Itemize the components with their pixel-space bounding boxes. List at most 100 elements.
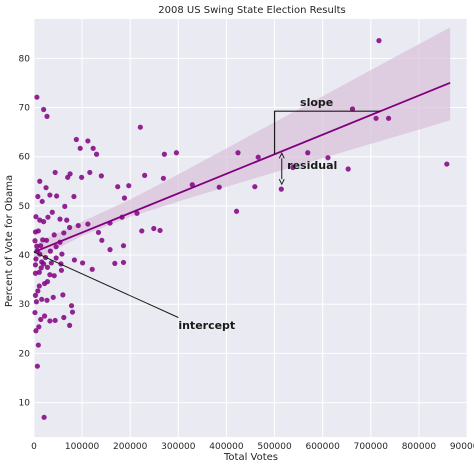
x-tick-label: 0 [31,442,37,452]
data-point [349,106,356,112]
x-tick-label: 300000 [161,442,196,452]
data-point [41,106,47,113]
x-tick-label: 400000 [209,442,244,452]
data-point [107,247,113,253]
data-point [161,151,167,157]
data-point [71,193,77,200]
data-point [33,328,39,334]
data-point [173,150,180,156]
data-point [120,259,127,266]
regression-line [33,81,451,253]
data-point [95,229,102,236]
data-point [112,260,118,267]
data-point [255,154,261,160]
data-point [52,317,58,324]
data-point [79,260,86,266]
data-point [115,184,121,190]
chart-title: 2008 US Swing State Election Results [158,5,345,16]
data-point [160,175,167,181]
intercept-pointer [33,251,179,318]
data-point [45,214,51,220]
data-point [373,115,379,121]
data-point [75,222,81,229]
data-point [121,195,128,201]
data-point [38,316,44,323]
data-point [385,115,392,121]
data-point [233,208,240,214]
data-point [151,225,157,232]
y-tick-label: 60 [19,153,31,163]
data-point [73,136,79,143]
y-axis-label: Percent of Vote for Obama [4,175,15,307]
residual-label: residual [287,159,337,172]
data-point [93,151,100,157]
data-point [35,228,41,234]
data-point [34,363,40,369]
data-point [67,322,73,328]
data-point [252,184,258,190]
x-tick-label: 500000 [257,442,292,452]
data-point [59,251,65,257]
data-point [43,237,50,243]
data-point [85,138,91,144]
data-point [79,174,85,180]
data-point [61,230,67,236]
data-point [90,145,96,151]
x-tick-label: 100000 [65,442,100,452]
data-point [33,214,39,220]
data-point [47,192,53,198]
y-tick-label: 30 [19,300,31,310]
data-point [157,227,163,234]
data-point [189,182,195,188]
y-tick-label: 10 [19,399,31,409]
data-point [134,210,140,216]
data-point [444,161,450,167]
data-point [37,178,43,184]
data-point [87,169,93,176]
x-tick-label: 700000 [354,442,389,452]
data-point [35,288,41,294]
data-point [53,255,59,261]
data-point [36,324,42,330]
data-point [32,292,39,298]
data-point [54,193,60,199]
data-point [48,260,54,266]
data-point [290,164,296,171]
data-point [38,265,44,271]
data-point [36,269,42,275]
data-point [43,185,49,191]
data-point [69,309,76,315]
data-point [32,262,39,268]
data-point [120,243,127,249]
data-point [64,217,70,223]
data-point [235,150,241,156]
data-point [60,292,66,298]
data-point [325,155,331,161]
data-point [41,219,47,225]
data-point [57,216,63,222]
data-point [40,237,46,243]
data-point [34,243,40,249]
data-point [89,266,95,272]
data-point [44,113,50,119]
data-point [126,183,132,189]
data-point [39,198,45,205]
data-point [71,257,78,263]
y-tick-label: 50 [19,202,31,212]
x-tick-label: 900000 [450,442,474,452]
data-point [345,166,351,172]
x-axis-label: Total Votes [223,452,278,463]
slope-label: slope [300,96,333,109]
confidence-band [34,27,451,261]
data-point [77,145,83,151]
data-point [98,173,104,179]
data-point [41,280,48,287]
residual-arrowhead-bottom [278,178,285,186]
y-tick-label: 80 [19,54,31,64]
data-point [47,318,53,324]
data-point [36,283,42,289]
slope-bracket [273,110,381,155]
x-tick-label: 200000 [113,442,148,452]
